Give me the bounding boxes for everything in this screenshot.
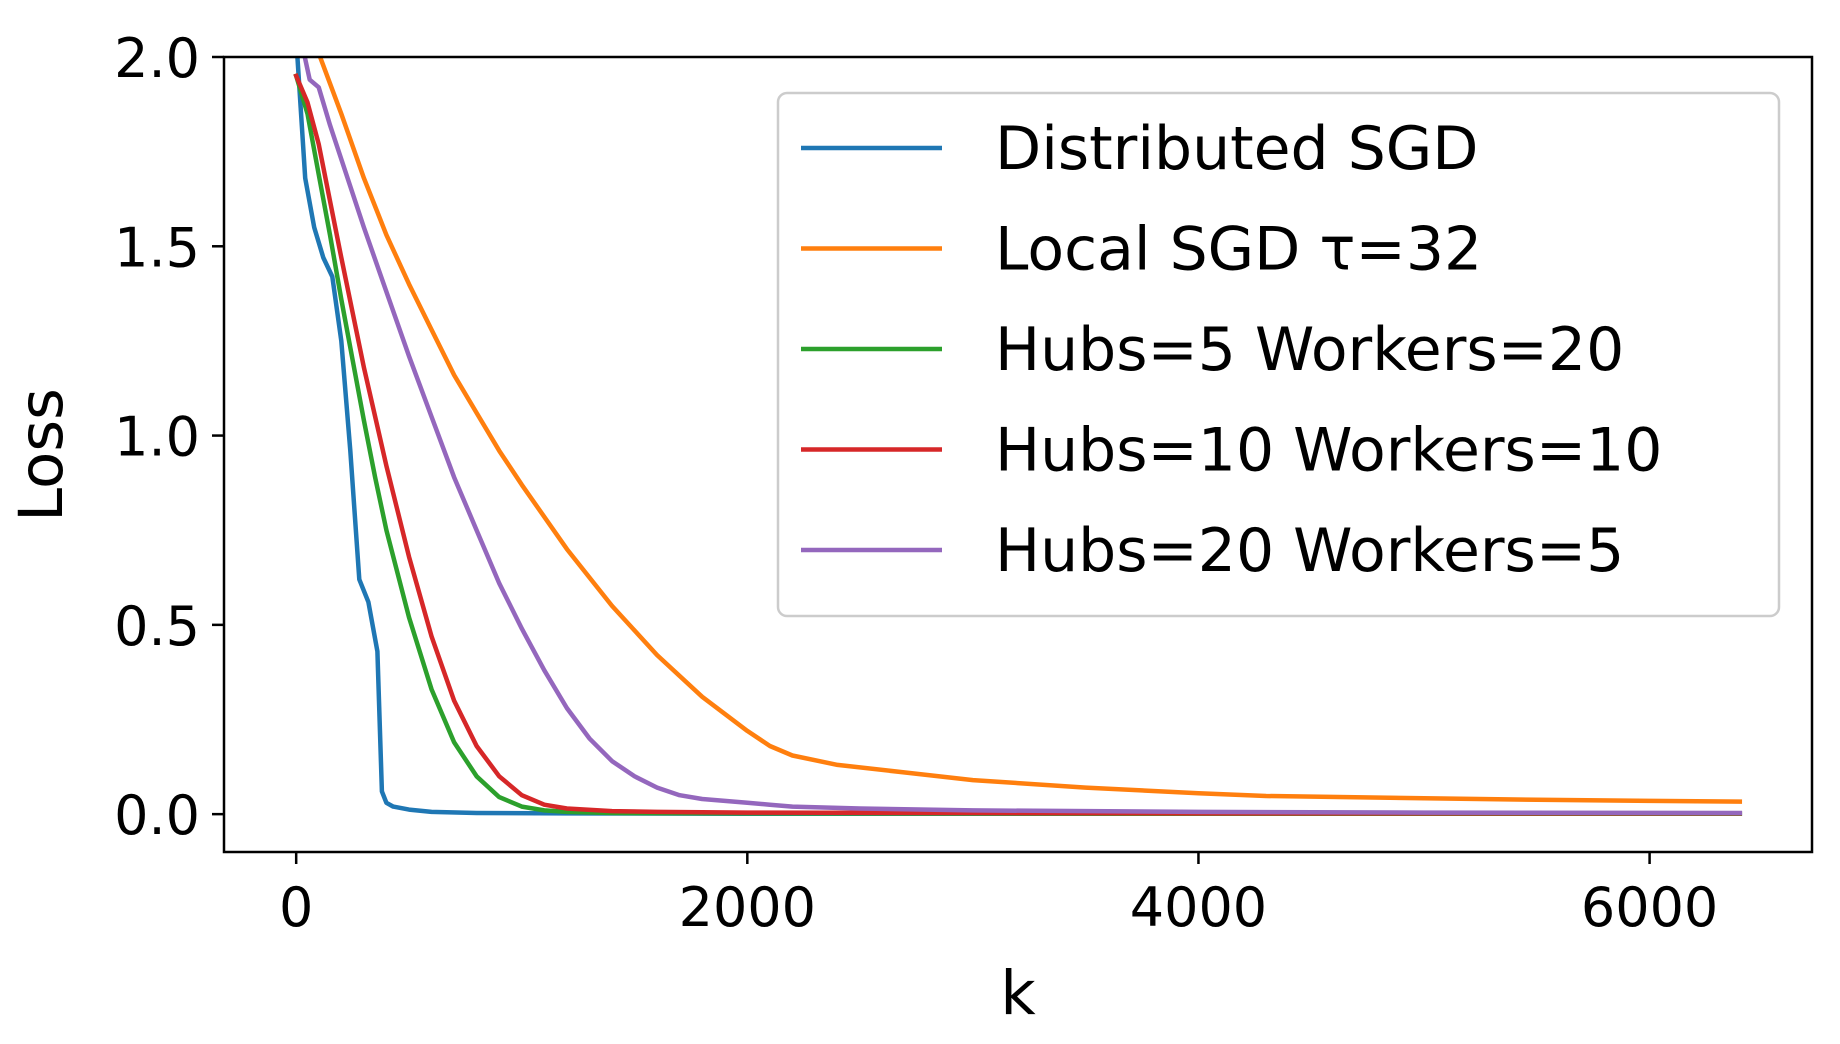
plot-frame — [222, 55, 1814, 854]
y-axis: 0.0 0.5 1.0 1.5 2.0 — [114, 27, 224, 847]
x-tick-label: 2000 — [679, 876, 816, 939]
legend-item-hubs-5-workers-20: Hubs=5 Workers=20 — [801, 315, 1624, 385]
x-axis-label: k — [1000, 958, 1036, 1029]
series-line-hubs-10-workers-10 — [293, 72, 1743, 816]
x-tick-label: 6000 — [1581, 876, 1718, 939]
legend-frame — [776, 91, 1781, 618]
legend-item-hubs-20-workers-5: Hubs=20 Workers=5 — [801, 516, 1624, 586]
y-tick-label: 1.5 — [114, 216, 200, 279]
series-line-local-sgd-32 — [317, 57, 1743, 804]
series-line-distributed-sgd — [295, 57, 1743, 817]
legend-label: Hubs=10 Workers=10 — [995, 416, 1662, 486]
legend-label: Hubs=20 Workers=5 — [995, 516, 1624, 586]
y-tick-label: 0.0 — [114, 784, 200, 847]
y-tick-label: 2.0 — [114, 27, 200, 90]
x-axis: 0 2000 4000 6000 — [279, 852, 1718, 939]
x-tick-label: 4000 — [1130, 876, 1267, 939]
y-tick-label: 0.5 — [114, 595, 200, 658]
series-layer — [293, 57, 1743, 817]
series-line-hubs-20-workers-5 — [302, 57, 1743, 816]
legend-label: Distributed SGD — [995, 114, 1479, 184]
y-tick-label: 1.0 — [114, 406, 200, 469]
legend-item-distributed-sgd: Distributed SGD — [801, 114, 1479, 184]
legend-label: Hubs=5 Workers=20 — [995, 315, 1624, 385]
legend-label: Local SGD τ=32 — [995, 215, 1482, 285]
series-line-hubs-5-workers-20 — [293, 73, 1743, 817]
y-axis-label: Loss — [6, 388, 77, 522]
legend-item-hubs-10-workers-10: Hubs=10 Workers=10 — [801, 416, 1662, 486]
legend-item-local-sgd-32: Local SGD τ=32 — [801, 215, 1482, 285]
legend: Distributed SGD Local SGD τ=32 Hubs=5 Work… — [776, 91, 1781, 618]
x-tick-label: 0 — [279, 876, 313, 939]
